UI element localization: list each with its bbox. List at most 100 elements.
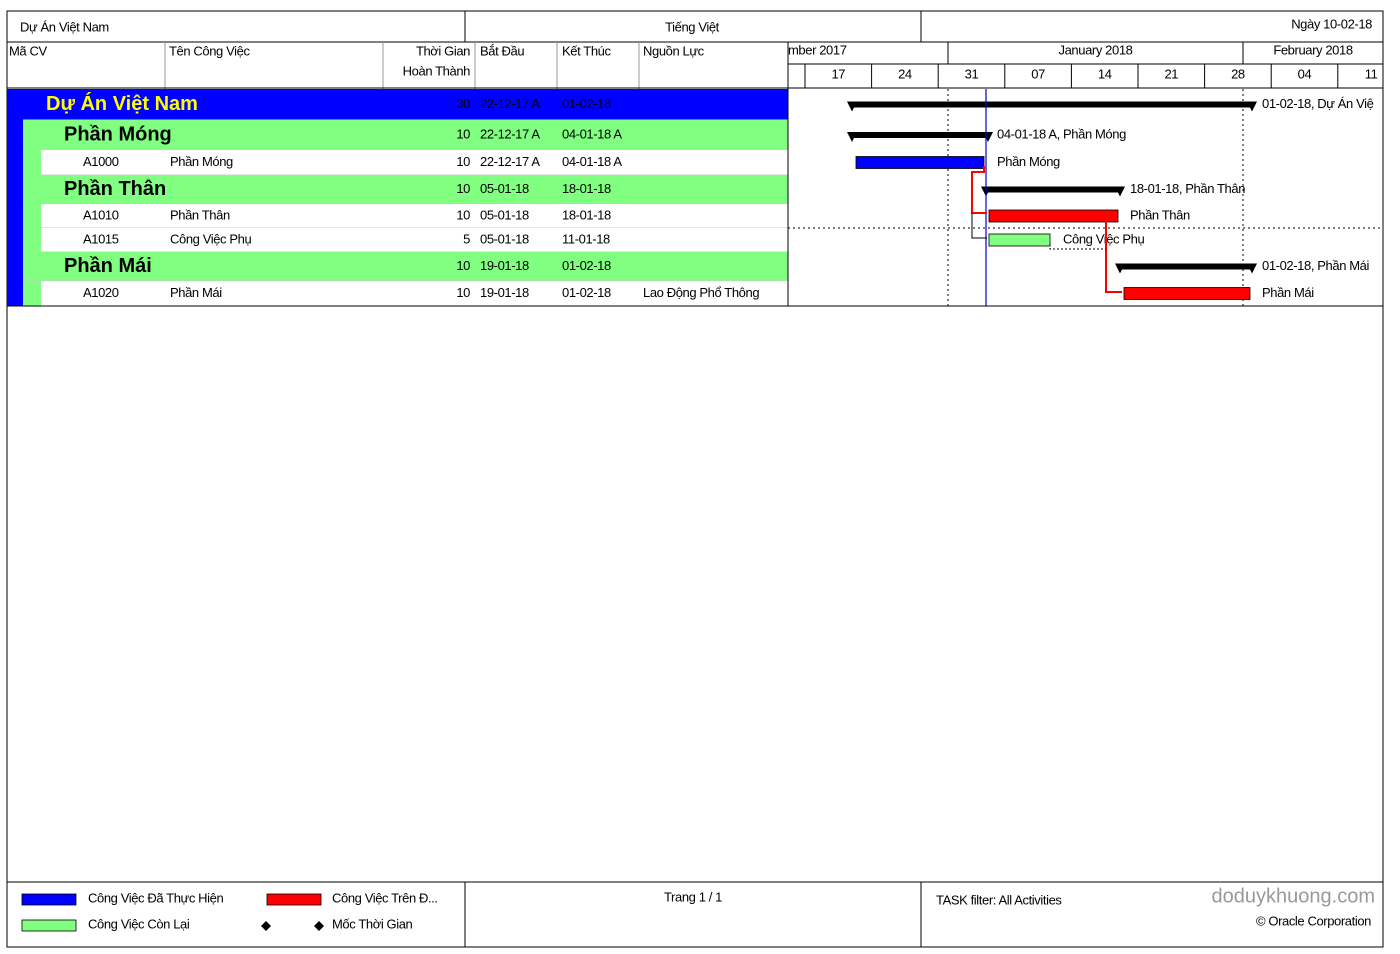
row-background: [23, 120, 788, 150]
project-strip: [7, 89, 23, 306]
summary-bar: [852, 101, 1252, 108]
legend-swatch: [21, 919, 77, 932]
column-header: Bắt Đầu: [480, 43, 524, 58]
duration: 30: [456, 96, 470, 111]
start-date: 22-12-17 A: [480, 154, 540, 169]
activity-name: Phần Mái: [170, 285, 222, 300]
page-border: [6, 10, 1384, 948]
activity-id: A1015: [83, 231, 119, 246]
bar-label: Phần Mái: [1262, 285, 1314, 300]
week-label: 04: [1298, 66, 1312, 81]
start-date: 05-01-18: [480, 181, 529, 196]
summary-cap: [847, 132, 857, 142]
start-date: 19-01-18: [480, 285, 529, 300]
week-label: 11: [1365, 66, 1378, 81]
duration: 10: [456, 207, 470, 222]
month-label: January 2018: [1059, 42, 1133, 57]
duration: 10: [456, 126, 470, 141]
resource: Lao Động Phổ Thông: [643, 285, 759, 300]
duration: 10: [456, 181, 470, 196]
finish-date: 04-01-18 A: [562, 154, 622, 169]
duration: 10: [456, 285, 470, 300]
bar-label: Công Việc Phụ: [1063, 231, 1144, 246]
bar-label: Phần Móng: [997, 154, 1060, 169]
filter: TASK filter: All Activities: [936, 892, 1062, 907]
duration: 10: [456, 258, 470, 273]
wbs-name: Phần Thân: [64, 178, 166, 200]
finish-date: 18-01-18: [562, 181, 611, 196]
bar-label: 01-02-18, Phần Mái: [1262, 258, 1369, 273]
relationship: [971, 166, 987, 214]
row-background: [41, 150, 788, 175]
wbs-name: Phần Mái: [64, 255, 152, 277]
column-header: Hoàn Thành: [403, 63, 470, 78]
finish-date: 01-02-18: [562, 258, 611, 273]
week-label: 21: [1164, 66, 1178, 81]
start-date: 22-12-17 A: [480, 96, 540, 111]
finish-date: 01-02-18: [562, 96, 611, 111]
activity-id: A1020: [83, 285, 119, 300]
activity-bar: [1123, 287, 1251, 300]
wbs-strip: [23, 204, 41, 228]
start-date: 05-01-18: [480, 231, 529, 246]
relationship: [971, 213, 987, 239]
legend-milestone: [261, 921, 271, 931]
wbs-strip: [23, 228, 41, 252]
bar-label: 01-02-18, Dự Án Việ: [1262, 96, 1374, 111]
duration: 10: [456, 154, 470, 169]
summary-cap: [1247, 101, 1257, 112]
legend-swatch: [21, 893, 77, 906]
week-label: 28: [1231, 66, 1245, 81]
activity-bar: [988, 233, 1051, 247]
activity-id: A1010: [83, 207, 119, 222]
activity-id: A1000: [83, 154, 119, 169]
report-date: Ngày 10-02-18: [1291, 16, 1372, 31]
summary-cap: [1115, 186, 1125, 197]
summary-cap: [1247, 263, 1257, 274]
start-date: 05-01-18: [480, 207, 529, 222]
project-name: Dự Án Việt Nam: [46, 92, 198, 115]
row-background: [41, 281, 788, 306]
row-background: [23, 175, 788, 204]
start-date: 19-01-18: [480, 258, 529, 273]
column-header: Tên Công Việc: [169, 43, 250, 58]
week-label: 17: [831, 66, 845, 81]
row-background: [23, 252, 788, 281]
summary-bar: [1120, 263, 1252, 270]
watermark: doduykhuong.com: [1212, 885, 1375, 907]
bar-label: 18-01-18, Phần Thân: [1130, 181, 1245, 196]
week-label: 31: [965, 66, 979, 81]
duration: 5: [463, 231, 470, 246]
copyright: © Oracle Corporation: [1256, 913, 1371, 928]
activity-name: Phần Thân: [170, 207, 230, 222]
bar-label: 04-01-18 A, Phần Móng: [997, 126, 1126, 141]
column-header: Mã CV: [9, 43, 47, 58]
legend-label: Công Việc Còn Lại: [88, 916, 190, 931]
finish-date: 11-01-18: [562, 231, 610, 246]
wbs-name: Phần Móng: [64, 123, 172, 145]
finish-date: 18-01-18: [562, 207, 611, 222]
wbs-strip: [23, 150, 41, 175]
page-number: Trang 1 / 1: [664, 889, 722, 904]
legend-milestone: [314, 921, 324, 931]
legend-label: Công Việc Đã Thực Hiện: [88, 890, 223, 905]
summary-cap: [847, 101, 857, 112]
finish-date: 01-02-18: [562, 285, 611, 300]
wbs-strip: [23, 281, 41, 306]
column-header: Nguồn Lực: [643, 43, 705, 58]
summary-bar: [852, 132, 988, 138]
week-label: 07: [1031, 66, 1045, 81]
relationship: [1105, 218, 1122, 293]
column-header: Kết Thúc: [562, 43, 611, 58]
activity-name: Công Việc Phụ: [170, 231, 251, 246]
row-background: [7, 89, 788, 120]
start-date: 22-12-17 A: [480, 126, 540, 141]
activity-name: Phần Móng: [170, 154, 233, 169]
finish-date: 04-01-18 A: [562, 126, 622, 141]
column-header: Thời Gian: [416, 43, 470, 58]
project-title: Dự Án Việt Nam: [20, 19, 109, 34]
relationship: [1049, 244, 1106, 250]
activity-bar: [855, 156, 985, 169]
legend-label: Công Việc Trên Đ...: [332, 890, 438, 905]
